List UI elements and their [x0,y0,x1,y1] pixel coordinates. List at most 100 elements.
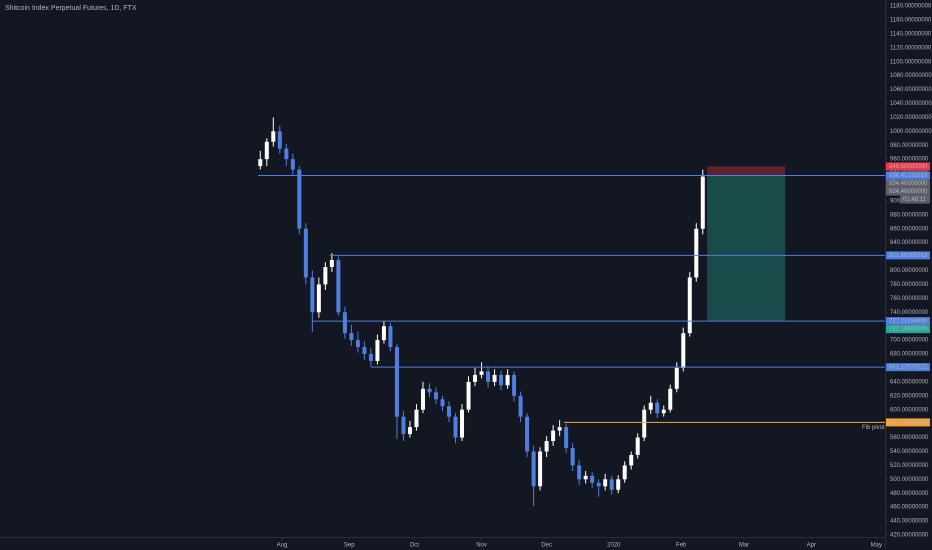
candle-body [271,131,276,142]
candle-body [609,479,614,490]
candle-body [277,131,282,149]
position-target-zone [707,175,786,322]
stop-label-bg [886,162,930,171]
y-tick-label: 1100.00000000 [890,59,932,65]
candle-body [368,354,373,361]
target-label-bg [886,325,930,334]
candle-body [460,409,465,438]
y-tick-label: 640.00000000 [890,379,929,385]
candle-body [577,465,582,480]
candle-body [694,228,699,278]
candle-body [531,451,536,487]
candle-body [264,141,269,160]
y-tick-label: 880.00000000 [890,212,929,218]
y-tick-label: 540.00000000 [890,449,929,455]
y-tick-label: 860.00000000 [890,226,929,232]
candle-body [512,374,517,396]
y-tick-label: 440.00000000 [890,519,929,525]
candle-body [440,399,445,407]
candle-body [375,340,380,361]
candle-body [323,267,328,285]
candle-body [661,409,666,414]
y-tick-label: 800.00000000 [890,268,929,274]
x-tick-label: Nov [476,543,487,549]
y-tick-label: 1000.00000000 [890,129,932,135]
candle-body [407,427,412,435]
x-tick-label: 2020 [607,543,621,549]
x-tick-label: Oct [410,543,420,549]
y-tick-label: 520.00000000 [890,463,929,469]
countdown: 01:48:11 [903,197,927,203]
y-tick-label: 460.00000000 [890,505,929,511]
candle-body [466,381,471,410]
candle-body [499,374,504,386]
candle-body [329,260,334,268]
candle-body [297,169,302,229]
y-tick-label: 1160.00000000 [890,17,932,23]
candle-body [433,392,438,400]
level-label-bg [886,418,930,427]
level-label: 821.68305919 [889,253,928,259]
x-tick-label: Feb [676,543,687,549]
last-price-label: 934.40000000 [889,181,928,187]
candle-body [681,333,686,368]
candle-body [551,430,556,442]
target-label: 727.10000000 [889,327,928,333]
candle-body [394,347,399,417]
candle-body [538,451,543,487]
candle-body [310,277,315,313]
level-label-bg [886,171,930,180]
candle-body [622,465,627,480]
candle-body [355,340,360,348]
candle-body [414,409,419,428]
candle-body [583,475,588,480]
y-tick-label: 780.00000000 [890,282,929,288]
y-tick-label: 600.00000000 [890,407,929,413]
candle-body [388,326,393,348]
y-tick-label: 1120.00000000 [890,45,932,51]
candle-body [687,277,692,334]
candle-body [570,447,575,466]
candle-body [557,427,562,431]
level-label-bg [886,251,930,260]
candle-body [590,475,595,483]
candle-body [492,374,497,382]
y-tick-label: 560.00000000 [890,435,929,441]
y-tick-label: 980.00000000 [890,143,929,149]
candle-body [401,416,406,435]
y-tick-label: 760.00000000 [890,296,929,302]
candle-body [505,374,510,386]
candle-body [362,347,367,355]
level-label: 581.74674724 [889,420,928,426]
y-tick-label: 840.00000000 [890,240,929,246]
y-tick-label: 1080.00000000 [890,73,932,79]
level-label: 936.41332819 [889,173,928,179]
candle-body [427,388,432,393]
x-tick-label: Sep [344,543,355,549]
candle-body [447,406,452,417]
candle-body [290,159,295,170]
stop-label: 949.50000000 [889,164,928,170]
level-label: 661.12570222 [889,365,928,371]
candle-body [479,371,484,375]
candle-body [616,479,621,490]
candle-body [336,260,341,313]
level-label-bg [886,317,930,326]
chart-title: Shitcoin Index Perpetual Futures, 1D, FT… [5,5,137,12]
candle-body [668,388,673,410]
candle-body [453,416,458,438]
candle-body [342,312,347,334]
candle-body [349,333,354,341]
candle-body [635,437,640,455]
candle-body [381,326,386,341]
x-tick-label: Dec [541,543,552,549]
last-price-label-bg [886,179,930,188]
candle-body [420,388,425,410]
candle-body [642,409,647,438]
level-label: 727.21198466 [889,319,928,325]
y-tick-label: 620.00000000 [890,393,929,399]
level-text: Fib pivot [862,425,885,431]
y-tick-label: 960.00000000 [890,157,929,163]
